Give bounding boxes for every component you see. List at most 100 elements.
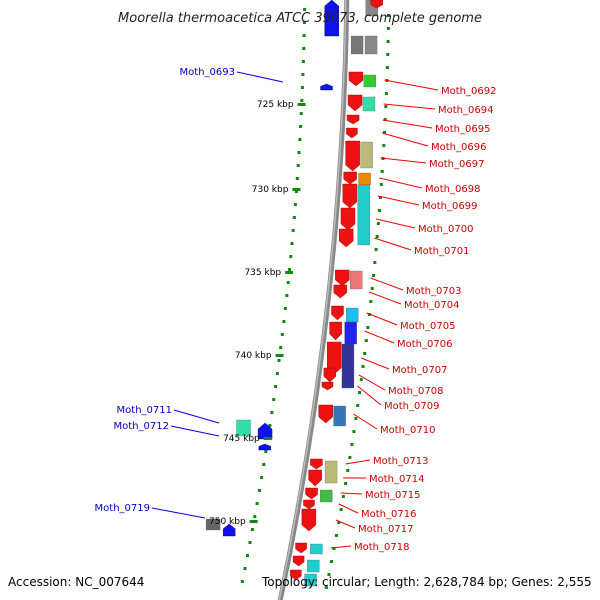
- gene-leader-line: [335, 519, 356, 529]
- gc-dot-outer: [268, 424, 272, 427]
- gc-dot-inner: [334, 534, 338, 537]
- forward-gene-label: Moth_0709: [384, 401, 439, 412]
- forward-gene-label: Moth_0705: [400, 321, 455, 332]
- gc-dot-inner: [329, 560, 333, 563]
- gc-dot-outer: [274, 385, 278, 388]
- gc-dot-outer: [290, 242, 294, 245]
- gc-dot-inner: [341, 495, 345, 498]
- gc-dot-outer: [303, 8, 307, 11]
- gc-dot-outer: [282, 320, 286, 323]
- reverse-gene-arrow: [320, 83, 333, 91]
- gc-dot-outer: [275, 372, 279, 375]
- gc-dot-outer: [301, 73, 305, 76]
- gc-dot-outer: [291, 229, 295, 232]
- gene-leader-line: [345, 459, 371, 465]
- gene-function-box: [350, 270, 363, 290]
- gc-dot-inner: [370, 287, 374, 290]
- gc-dot-inner: [387, 14, 391, 17]
- gc-dot-inner: [377, 209, 381, 212]
- reverse-gene-label: Moth_0711: [117, 405, 172, 416]
- gc-dot-inner: [376, 222, 380, 225]
- forward-gene-arrow: [290, 569, 302, 581]
- accession-text: Accession: NC_007644: [8, 575, 144, 589]
- gene-leader-line: [368, 291, 402, 305]
- gc-dot-outer: [294, 190, 298, 193]
- forward-gene-arrow: [347, 94, 363, 112]
- forward-gene-label: Moth_0694: [438, 105, 493, 116]
- forward-gene-label: Moth_0717: [358, 524, 413, 535]
- gene-leader-line: [374, 237, 412, 251]
- scale-label: 730 kbp: [252, 185, 289, 195]
- forward-gene-arrow: [340, 207, 356, 231]
- scale-tick: [297, 103, 306, 106]
- genome-backbone-highlight: [278, 0, 347, 600]
- reverse-gene-arrow: [258, 443, 272, 451]
- gc-dot-outer: [262, 463, 266, 466]
- gene-function-box: [310, 543, 323, 555]
- gc-dot-outer: [279, 346, 283, 349]
- forward-gene-arrow: [321, 381, 334, 391]
- gc-dot-outer: [257, 489, 261, 492]
- gc-dot-outer: [302, 21, 306, 24]
- gc-dot-inner: [369, 300, 373, 303]
- scale-tick: [292, 188, 301, 191]
- gene-function-box: [358, 172, 371, 186]
- forward-gene-arrow: [333, 284, 347, 299]
- gc-dot-outer: [299, 125, 303, 128]
- gc-dot-inner: [354, 417, 358, 420]
- gc-dot-inner: [385, 66, 389, 69]
- genome-backbone: [277, 0, 350, 600]
- forward-gene-label: Moth_0713: [373, 456, 428, 467]
- forward-gene-label: Moth_0692: [441, 86, 496, 97]
- gene-leader-line: [366, 312, 398, 326]
- gc-dot-inner: [382, 144, 386, 147]
- gene-leader-line: [358, 374, 386, 391]
- forward-gene-label: Moth_0700: [418, 224, 473, 235]
- gc-dot-inner: [348, 456, 352, 459]
- gc-dot-outer: [277, 359, 281, 362]
- gc-dot-inner: [361, 365, 365, 368]
- reverse-gene-label: Moth_0712: [114, 421, 169, 432]
- gene-leader-line: [353, 413, 378, 430]
- gc-dot-inner: [386, 27, 390, 30]
- forward-gene-label: Moth_0708: [388, 386, 443, 397]
- forward-gene-arrow: [331, 305, 344, 321]
- forward-gene-arrow: [339, 228, 354, 248]
- gene-function-box: [341, 343, 355, 389]
- gc-dot-outer: [286, 281, 290, 284]
- forward-gene-arrow: [346, 127, 358, 139]
- gene-function-box: [304, 573, 317, 587]
- gc-dot-outer: [245, 554, 249, 557]
- forward-gene-label: Moth_0706: [397, 339, 452, 350]
- gc-dot-inner: [383, 118, 387, 121]
- gene-leader-line: [370, 277, 404, 291]
- gc-dot-inner: [386, 53, 390, 56]
- gene-leader-line: [381, 132, 429, 147]
- scale-tick: [263, 437, 272, 440]
- gene-function-box: [364, 35, 378, 55]
- forward-gene-label: Moth_0710: [380, 425, 435, 436]
- gc-dot-inner: [366, 326, 370, 329]
- forward-gene-arrow: [329, 321, 342, 341]
- forward-gene-arrow: [348, 71, 364, 87]
- forward-gene-label: Moth_0703: [406, 286, 461, 297]
- gene-function-box: [362, 96, 376, 112]
- forward-gene-arrow: [308, 469, 322, 487]
- gene-leader-line: [377, 195, 420, 206]
- gc-dot-outer: [270, 411, 274, 414]
- gene-leader-line: [330, 545, 352, 549]
- gc-dot-inner: [346, 469, 350, 472]
- gene-function-box: [333, 405, 346, 427]
- gc-dot-outer: [260, 476, 264, 479]
- gc-dot-inner: [386, 40, 390, 43]
- gc-dot-outer: [255, 502, 259, 505]
- gene-leader-line: [173, 409, 220, 424]
- forward-gene-label: Moth_0698: [425, 184, 480, 195]
- forward-gene-arrow: [345, 140, 360, 172]
- gc-dot-outer: [240, 580, 244, 583]
- gene-leader-line: [375, 218, 416, 229]
- gc-dot-outer: [264, 450, 268, 453]
- gc-dot-outer: [285, 294, 289, 297]
